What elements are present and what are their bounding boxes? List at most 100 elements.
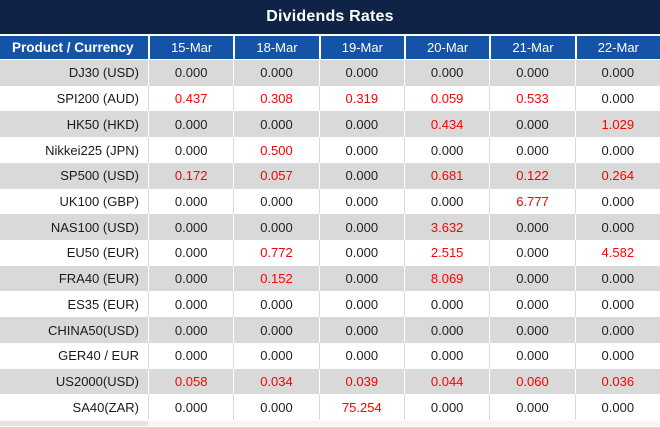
value-cell: 0.000 bbox=[233, 394, 318, 421]
column-header-date: 22-Mar bbox=[574, 36, 660, 59]
table-row: FRA40 (EUR) 0.000 0.152 0.000 8.069 0.000 0.00… bbox=[0, 265, 660, 292]
partial-product-cell bbox=[0, 421, 148, 426]
value-cell: 0.000 bbox=[318, 137, 404, 163]
value-cell: 0.000 bbox=[318, 188, 404, 215]
value-cell: 0.000 bbox=[148, 137, 233, 163]
value-cell: 0.000 bbox=[318, 342, 404, 369]
value-cell: 0.122 bbox=[489, 162, 574, 189]
value-cell: 0.000 bbox=[233, 342, 318, 369]
value-cell: 0.437 bbox=[148, 85, 233, 112]
value-cell: 0.000 bbox=[148, 317, 233, 343]
value-cell: 0.000 bbox=[489, 342, 574, 369]
value-cell: 8.069 bbox=[403, 265, 489, 292]
value-cell: 0.000 bbox=[574, 188, 660, 215]
product-cell: UK100 (GBP) bbox=[59, 193, 139, 209]
column-header-date: 20-Mar bbox=[403, 36, 489, 59]
page-title: Dividends Rates bbox=[266, 8, 394, 25]
table-row: HK50 (HKD) 0.000 0.000 0.000 0.434 0.000 1.029 bbox=[0, 111, 660, 138]
value-cell: 0.057 bbox=[233, 162, 318, 189]
value-cell: 0.000 bbox=[148, 291, 233, 318]
value-cell: 0.000 bbox=[318, 60, 404, 86]
value-cell: 0.500 bbox=[233, 137, 318, 163]
table-row: SA40(ZAR) 0.000 0.000 75.254 0.000 0.000 0.000 bbox=[0, 394, 660, 421]
column-header-date: 15-Mar bbox=[148, 36, 233, 59]
product-cell: HK50 (HKD) bbox=[66, 116, 139, 132]
column-header-date: 19-Mar bbox=[318, 36, 404, 59]
value-cell: 0.000 bbox=[318, 214, 404, 241]
table-body: DJ30 (USD) 0.000 0.000 0.000 0.000 0.000 0.000… bbox=[0, 60, 660, 421]
value-cell: 0.044 bbox=[403, 368, 489, 395]
value-cell: 0.000 bbox=[489, 317, 574, 343]
value-cell: 0.000 bbox=[403, 188, 489, 215]
product-cell: ES35 (EUR) bbox=[67, 296, 139, 312]
value-cell: 0.000 bbox=[574, 265, 660, 292]
table-row: NAS100 (USD) 0.000 0.000 0.000 3.632 0.000 0.0… bbox=[0, 214, 660, 241]
value-cell: 0.000 bbox=[574, 342, 660, 369]
product-cell: GER40 / EUR bbox=[58, 348, 139, 364]
table-header-row: Product / Currency 15-Mar 18-Mar 19-Mar 20-… bbox=[0, 36, 660, 60]
value-cell: 0.000 bbox=[148, 111, 233, 138]
value-cell: 0.000 bbox=[489, 214, 574, 241]
value-cell: 0.000 bbox=[148, 214, 233, 241]
value-cell: 0.000 bbox=[233, 60, 318, 86]
value-cell: 0.152 bbox=[233, 265, 318, 292]
partial-value-cell bbox=[233, 421, 319, 426]
value-cell: 0.000 bbox=[233, 111, 318, 138]
value-cell: 0.000 bbox=[148, 342, 233, 369]
value-cell: 0.000 bbox=[574, 214, 660, 241]
value-cell: 0.000 bbox=[489, 137, 574, 163]
value-cell: 0.000 bbox=[318, 291, 404, 318]
partial-value-cell bbox=[148, 421, 234, 426]
value-cell: 0.000 bbox=[318, 162, 404, 189]
product-cell: NAS100 (USD) bbox=[50, 219, 139, 235]
value-cell: 0.000 bbox=[489, 60, 574, 86]
value-cell: 4.582 bbox=[574, 240, 660, 266]
value-cell: 2.515 bbox=[403, 240, 489, 266]
value-cell: 0.059 bbox=[403, 85, 489, 112]
value-cell: 0.000 bbox=[233, 188, 318, 215]
value-cell: 0.000 bbox=[233, 214, 318, 241]
table-row: SPI200 (AUD) 0.437 0.308 0.319 0.059 0.533 0.0… bbox=[0, 85, 660, 112]
partial-value-cell bbox=[403, 421, 490, 426]
value-cell: 0.264 bbox=[574, 162, 660, 189]
product-cell: CHINA50(USD) bbox=[47, 322, 139, 338]
value-cell: 0.533 bbox=[489, 85, 574, 112]
product-cell: Nikkei225 (JPN) bbox=[45, 142, 139, 158]
value-cell: 0.000 bbox=[403, 342, 489, 369]
table-row: DJ30 (USD) 0.000 0.000 0.000 0.000 0.000 0.000 bbox=[0, 60, 660, 86]
partial-next-row bbox=[0, 420, 660, 426]
partial-value-cell bbox=[318, 421, 404, 426]
table-row: CHINA50(USD) 0.000 0.000 0.000 0.000 0.000 0.0… bbox=[0, 317, 660, 343]
table-row: GER40 / EUR 0.000 0.000 0.000 0.000 0.000 0.00… bbox=[0, 342, 660, 369]
value-cell: 0.000 bbox=[489, 111, 574, 138]
column-header-product-currency: Product / Currency bbox=[12, 40, 134, 55]
product-cell: SPI200 (AUD) bbox=[56, 91, 139, 107]
value-cell: 0.172 bbox=[148, 162, 233, 189]
column-header-date: 21-Mar bbox=[489, 36, 574, 59]
table-row: Nikkei225 (JPN) 0.000 0.500 0.000 0.000 0.000… bbox=[0, 137, 660, 163]
value-cell: 1.029 bbox=[574, 111, 660, 138]
value-cell: 0.000 bbox=[403, 137, 489, 163]
value-cell: 0.681 bbox=[403, 162, 489, 189]
value-cell: 0.000 bbox=[148, 240, 233, 266]
table-row: UK100 (GBP) 0.000 0.000 0.000 0.000 6.777 0.00… bbox=[0, 188, 660, 215]
value-cell: 0.000 bbox=[403, 291, 489, 318]
product-cell: SP500 (USD) bbox=[60, 168, 139, 184]
value-cell: 3.632 bbox=[403, 214, 489, 241]
value-cell: 0.000 bbox=[574, 291, 660, 318]
table-row: US2000(USD) 0.058 0.034 0.039 0.044 0.060 0.03… bbox=[0, 368, 660, 395]
value-cell: 0.000 bbox=[233, 317, 318, 343]
partial-value-cell bbox=[489, 421, 575, 426]
value-cell: 0.000 bbox=[318, 265, 404, 292]
value-cell: 0.058 bbox=[148, 368, 233, 395]
value-cell: 0.000 bbox=[403, 394, 489, 421]
value-cell: 0.308 bbox=[233, 85, 318, 112]
value-cell: 6.777 bbox=[489, 188, 574, 215]
column-header-date: 18-Mar bbox=[233, 36, 318, 59]
value-cell: 0.000 bbox=[318, 240, 404, 266]
partial-value-cell bbox=[574, 421, 660, 426]
value-cell: 0.034 bbox=[233, 368, 318, 395]
value-cell: 0.000 bbox=[489, 291, 574, 318]
value-cell: 0.000 bbox=[403, 60, 489, 86]
